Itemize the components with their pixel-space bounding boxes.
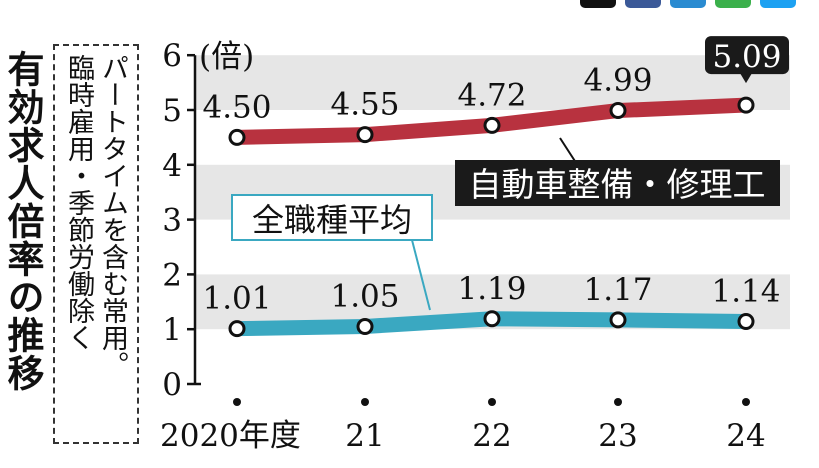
share-icon-1[interactable] xyxy=(580,0,616,8)
share-icon-2[interactable] xyxy=(625,0,661,8)
legend-leader-1 xyxy=(411,239,431,311)
data-label-1-0: 1.01 xyxy=(202,281,271,317)
legend-box-1 xyxy=(231,194,433,241)
y-tick-label-3: 3 xyxy=(162,203,182,239)
note-box: パートタイムを含む常用。 臨時雇用・季節労働除く xyxy=(53,44,139,444)
data-label-0-4: 5.09 xyxy=(712,39,781,75)
y-tick-label-4: 4 xyxy=(162,148,182,184)
x-tick-label-4: 24 xyxy=(726,418,765,454)
y-tick-label-0: 0 xyxy=(162,367,182,403)
x-tick-dot-3 xyxy=(614,398,622,406)
data-label-1-4: 1.14 xyxy=(711,274,780,310)
data-point-1-2 xyxy=(483,310,501,328)
note-line-2: 臨時雇用・季節労働除く xyxy=(63,54,94,351)
x-tick-label-1: 21 xyxy=(345,418,384,454)
y-tick-label-1: 1 xyxy=(162,312,182,348)
unit-label: (倍) xyxy=(199,39,254,75)
legend-label-1: 全職種平均 xyxy=(252,201,412,239)
y-tick-label-2: 2 xyxy=(162,257,182,293)
x-tick-dot-1 xyxy=(361,398,369,406)
x-tick-dot-0 xyxy=(233,398,241,406)
data-label-1-1: 1.05 xyxy=(330,278,399,314)
share-icon-5[interactable] xyxy=(760,0,796,8)
x-tick-label-0: 2020年度 xyxy=(160,418,301,454)
x-tick-label-2: 22 xyxy=(472,418,511,454)
data-label-bg-0-4 xyxy=(705,36,789,75)
data-point-1-3 xyxy=(609,311,627,329)
data-point-0-4 xyxy=(737,96,755,114)
x-tick-dot-4 xyxy=(742,398,750,406)
share-icons[interactable] xyxy=(580,0,819,12)
y-tick-label-6: 6 xyxy=(162,38,182,74)
legend-box-0 xyxy=(455,160,780,206)
data-point-1-0 xyxy=(228,320,246,338)
legend-label-0: 自動車整備・修理工 xyxy=(469,165,766,204)
data-point-0-2 xyxy=(483,116,501,134)
chart-title: 有効求人倍率の推移 xyxy=(1,50,44,392)
data-label-0-2: 4.72 xyxy=(457,77,526,113)
data-point-0-3 xyxy=(609,102,627,120)
x-axis: 2020年度 21 22 23 24 xyxy=(160,398,766,454)
data-point-1-4 xyxy=(737,313,755,331)
share-icon-3[interactable] xyxy=(670,0,706,8)
data-point-0-1 xyxy=(356,126,374,144)
y-tick-label-5: 5 xyxy=(162,93,182,129)
y-axis: 0 1 2 3 4 5 6 (倍) xyxy=(162,38,254,403)
data-point-1-1 xyxy=(356,317,374,335)
data-label-pointer-0-4 xyxy=(740,73,752,84)
data-label-0-3: 4.99 xyxy=(583,63,652,99)
data-label-1-3: 1.17 xyxy=(583,272,652,308)
x-tick-dot-2 xyxy=(488,398,496,406)
x-tick-label-3: 23 xyxy=(598,418,637,454)
data-label-0-0: 4.50 xyxy=(202,89,271,125)
share-icon-4[interactable] xyxy=(715,0,751,8)
data-point-0-0 xyxy=(228,128,246,146)
note-line-1: パートタイムを含む常用。 xyxy=(97,54,128,378)
series-layer: 4.50 4.55 4.72 4.99 5.09 1.01 1.05 1.19 1.17 1.14 xyxy=(202,36,789,338)
data-label-1-2: 1.19 xyxy=(457,271,526,307)
data-label-0-1: 4.55 xyxy=(330,87,399,123)
